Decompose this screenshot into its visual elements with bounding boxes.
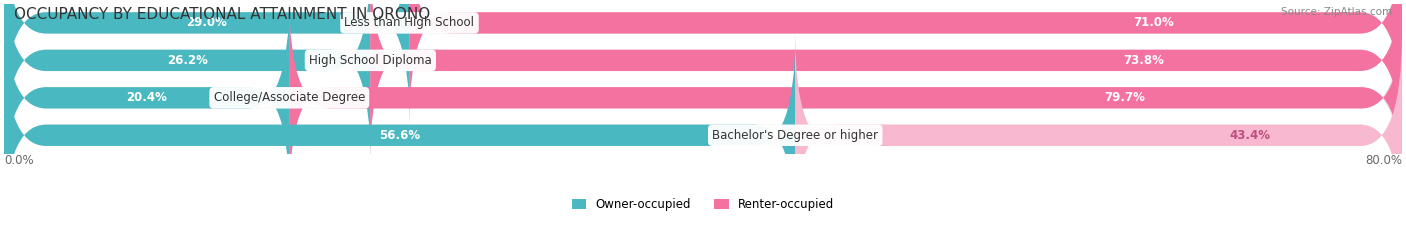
Text: 26.2%: 26.2% bbox=[167, 54, 208, 67]
FancyBboxPatch shape bbox=[4, 0, 1402, 162]
Legend: Owner-occupied, Renter-occupied: Owner-occupied, Renter-occupied bbox=[567, 193, 839, 216]
Text: 79.7%: 79.7% bbox=[1104, 91, 1144, 104]
Text: 80.0%: 80.0% bbox=[1365, 154, 1402, 167]
FancyBboxPatch shape bbox=[4, 34, 1402, 233]
Text: 43.4%: 43.4% bbox=[1230, 129, 1271, 142]
Text: Less than High School: Less than High School bbox=[344, 16, 474, 29]
FancyBboxPatch shape bbox=[370, 0, 1402, 162]
Text: Bachelor's Degree or higher: Bachelor's Degree or higher bbox=[713, 129, 879, 142]
Text: 20.4%: 20.4% bbox=[127, 91, 167, 104]
FancyBboxPatch shape bbox=[290, 0, 1403, 199]
FancyBboxPatch shape bbox=[4, 0, 290, 199]
FancyBboxPatch shape bbox=[409, 0, 1402, 125]
FancyBboxPatch shape bbox=[4, 0, 371, 162]
Text: College/Associate Degree: College/Associate Degree bbox=[214, 91, 366, 104]
Text: 56.6%: 56.6% bbox=[380, 129, 420, 142]
Text: 0.0%: 0.0% bbox=[4, 154, 34, 167]
FancyBboxPatch shape bbox=[4, 0, 1402, 125]
Text: 29.0%: 29.0% bbox=[187, 16, 228, 29]
FancyBboxPatch shape bbox=[796, 34, 1402, 233]
Text: High School Diploma: High School Diploma bbox=[309, 54, 432, 67]
FancyBboxPatch shape bbox=[4, 34, 796, 233]
Text: 73.8%: 73.8% bbox=[1123, 54, 1164, 67]
FancyBboxPatch shape bbox=[4, 0, 409, 125]
FancyBboxPatch shape bbox=[4, 0, 1402, 199]
Text: 71.0%: 71.0% bbox=[1133, 16, 1174, 29]
Text: Source: ZipAtlas.com: Source: ZipAtlas.com bbox=[1281, 7, 1392, 17]
Text: OCCUPANCY BY EDUCATIONAL ATTAINMENT IN ORONO: OCCUPANCY BY EDUCATIONAL ATTAINMENT IN O… bbox=[14, 7, 430, 22]
